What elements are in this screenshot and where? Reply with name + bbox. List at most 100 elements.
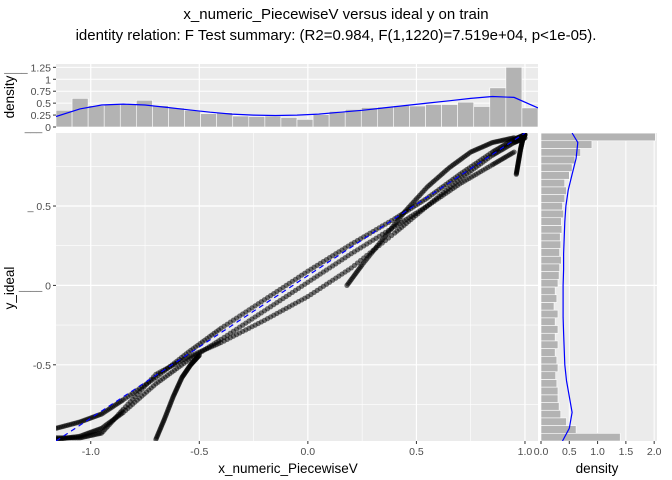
right-histogram-bar: [541, 148, 581, 157]
right-x-tick-label: 2.0: [647, 446, 662, 458]
right-histogram-bar: [541, 163, 573, 172]
top-y-tick-label: 0.75: [31, 86, 52, 98]
x-tick-label: 0.0: [301, 446, 316, 458]
top-y-tick-label: 0.5: [36, 98, 51, 110]
scatter-points: [56, 133, 528, 441]
right-histogram-bar: [541, 202, 563, 211]
right-histogram-bar: [541, 186, 567, 195]
right-histogram-bar: [541, 155, 576, 165]
y-tick-label: _ 0.5: [27, 201, 52, 213]
top-histogram-bar: [393, 105, 410, 127]
right-histogram-bar: [541, 379, 558, 388]
right-histogram-bar: [541, 179, 566, 188]
right-histogram-bar: [541, 356, 558, 365]
right-histogram-bar: [541, 402, 560, 411]
right-histogram-bar: [541, 309, 559, 319]
chart-subtitle: identity relation: F Test summary: (R2=0…: [76, 27, 597, 44]
right-histogram-bar: [541, 294, 558, 303]
right-x-tick-label: 1.0: [590, 446, 605, 458]
top-histogram-bar: [71, 98, 89, 127]
right-histogram-bar: [541, 410, 562, 419]
top-histogram-bar: [87, 105, 105, 127]
x-tick-label: 0.5: [409, 446, 424, 458]
top-histogram-bar: [296, 119, 314, 127]
top-histogram-bar: [232, 115, 250, 127]
right-histogram-bar: [541, 171, 570, 180]
x-tick-label: 1.0: [518, 446, 533, 458]
right-histogram-bar: [541, 240, 562, 249]
top-histogram-bar: [457, 101, 475, 127]
right-histogram-bar: [541, 209, 564, 219]
top-histogram-bar: [168, 107, 185, 127]
top-histogram-bar: [377, 106, 394, 127]
right-histogram-bar: [541, 425, 577, 434]
top-density-curve: [56, 95, 538, 118]
right-histogram-bar: [541, 133, 656, 142]
top-histogram-bar: [184, 109, 201, 127]
top-histogram-bar: [264, 115, 282, 127]
top-histogram-bar: [328, 110, 346, 127]
right-histogram-bar: [541, 417, 567, 426]
right-histogram-bar: [541, 279, 559, 288]
right-histogram-bar: [541, 302, 555, 311]
top-histogram-bar: [248, 116, 266, 127]
right-histogram-bar: [541, 263, 560, 272]
right-x-tick-label: 0.0: [534, 446, 549, 458]
right-marginal-histogram: 0.0 0.5 1.0 1.5 2.0: [534, 133, 662, 458]
identity-reference-line: [56, 133, 526, 441]
top-histogram-bar: [441, 104, 458, 127]
top-y-tick-label: 1: [45, 74, 51, 86]
chart-title: x_numeric_PiecewiseV versus ideal y on t…: [183, 6, 488, 23]
y-tick-label: -0.5: [33, 360, 51, 372]
right-histogram-bar: [541, 271, 560, 280]
y-axis-label: y_ideal: [2, 267, 17, 310]
top-y-tick-label: ____ 1.25: [3, 62, 51, 74]
top-histogram-bar: [152, 105, 169, 127]
right-histogram-bars: [541, 133, 656, 441]
top-histogram-bar: [521, 107, 538, 127]
y-tick-label: ____ 0: [18, 280, 51, 292]
top-histogram-bar: [489, 87, 507, 127]
right-histogram-bar: [541, 348, 556, 357]
top-histogram-bar: [409, 105, 426, 127]
right-marginal-x-label: density: [576, 461, 619, 476]
top-histogram-bar: [425, 104, 442, 127]
x-tick-label: -0.5: [190, 446, 208, 458]
data-point: [511, 149, 517, 155]
right-histogram-bar: [541, 363, 559, 373]
right-histogram-bar: [541, 248, 560, 257]
top-histogram-bars: [56, 67, 538, 127]
top-y-tick-label: ___ 0: [24, 122, 51, 134]
right-histogram-bar: [541, 325, 559, 334]
main-scatter-panel: -1.0 -0.5 0.0 0.5 1.0 _ 0.5 ____ 0 -0.5: [18, 133, 538, 458]
right-x-tick-label: 1.5: [619, 446, 634, 458]
top-histogram-bar: [280, 117, 298, 127]
right-histogram-bar: [541, 386, 559, 396]
top-histogram-bar: [103, 104, 121, 127]
right-x-tick-label: 0.5: [562, 446, 577, 458]
x-axis-label: x_numeric_PiecewiseV: [218, 461, 358, 476]
right-histogram-bar: [541, 140, 593, 149]
right-histogram-bar: [541, 256, 562, 265]
right-histogram-bar: [541, 333, 556, 342]
right-histogram-bar: [541, 371, 557, 380]
top-marginal-histogram: ___ 00.250.50.751____ 1.25: [3, 62, 538, 134]
top-histogram-bar: [119, 103, 137, 127]
right-histogram-bar: [541, 217, 562, 226]
right-histogram-bar: [541, 286, 556, 296]
top-y-tick-label: 0.25: [31, 110, 52, 122]
right-histogram-bar: [541, 317, 556, 326]
right-histogram-bar: [541, 232, 561, 242]
top-histogram-bar: [216, 112, 234, 127]
top-marginal-y-label: density: [2, 75, 17, 118]
x-tick-label: -1.0: [82, 446, 100, 458]
right-histogram-bar: [541, 433, 621, 441]
top-histogram-bar: [56, 109, 73, 127]
top-histogram-bar: [200, 113, 217, 127]
top-histogram-bar: [473, 106, 491, 127]
right-histogram-bar: [541, 225, 563, 234]
top-histogram-bar: [312, 114, 330, 127]
right-histogram-bar: [541, 340, 559, 349]
data-point: [196, 352, 202, 358]
